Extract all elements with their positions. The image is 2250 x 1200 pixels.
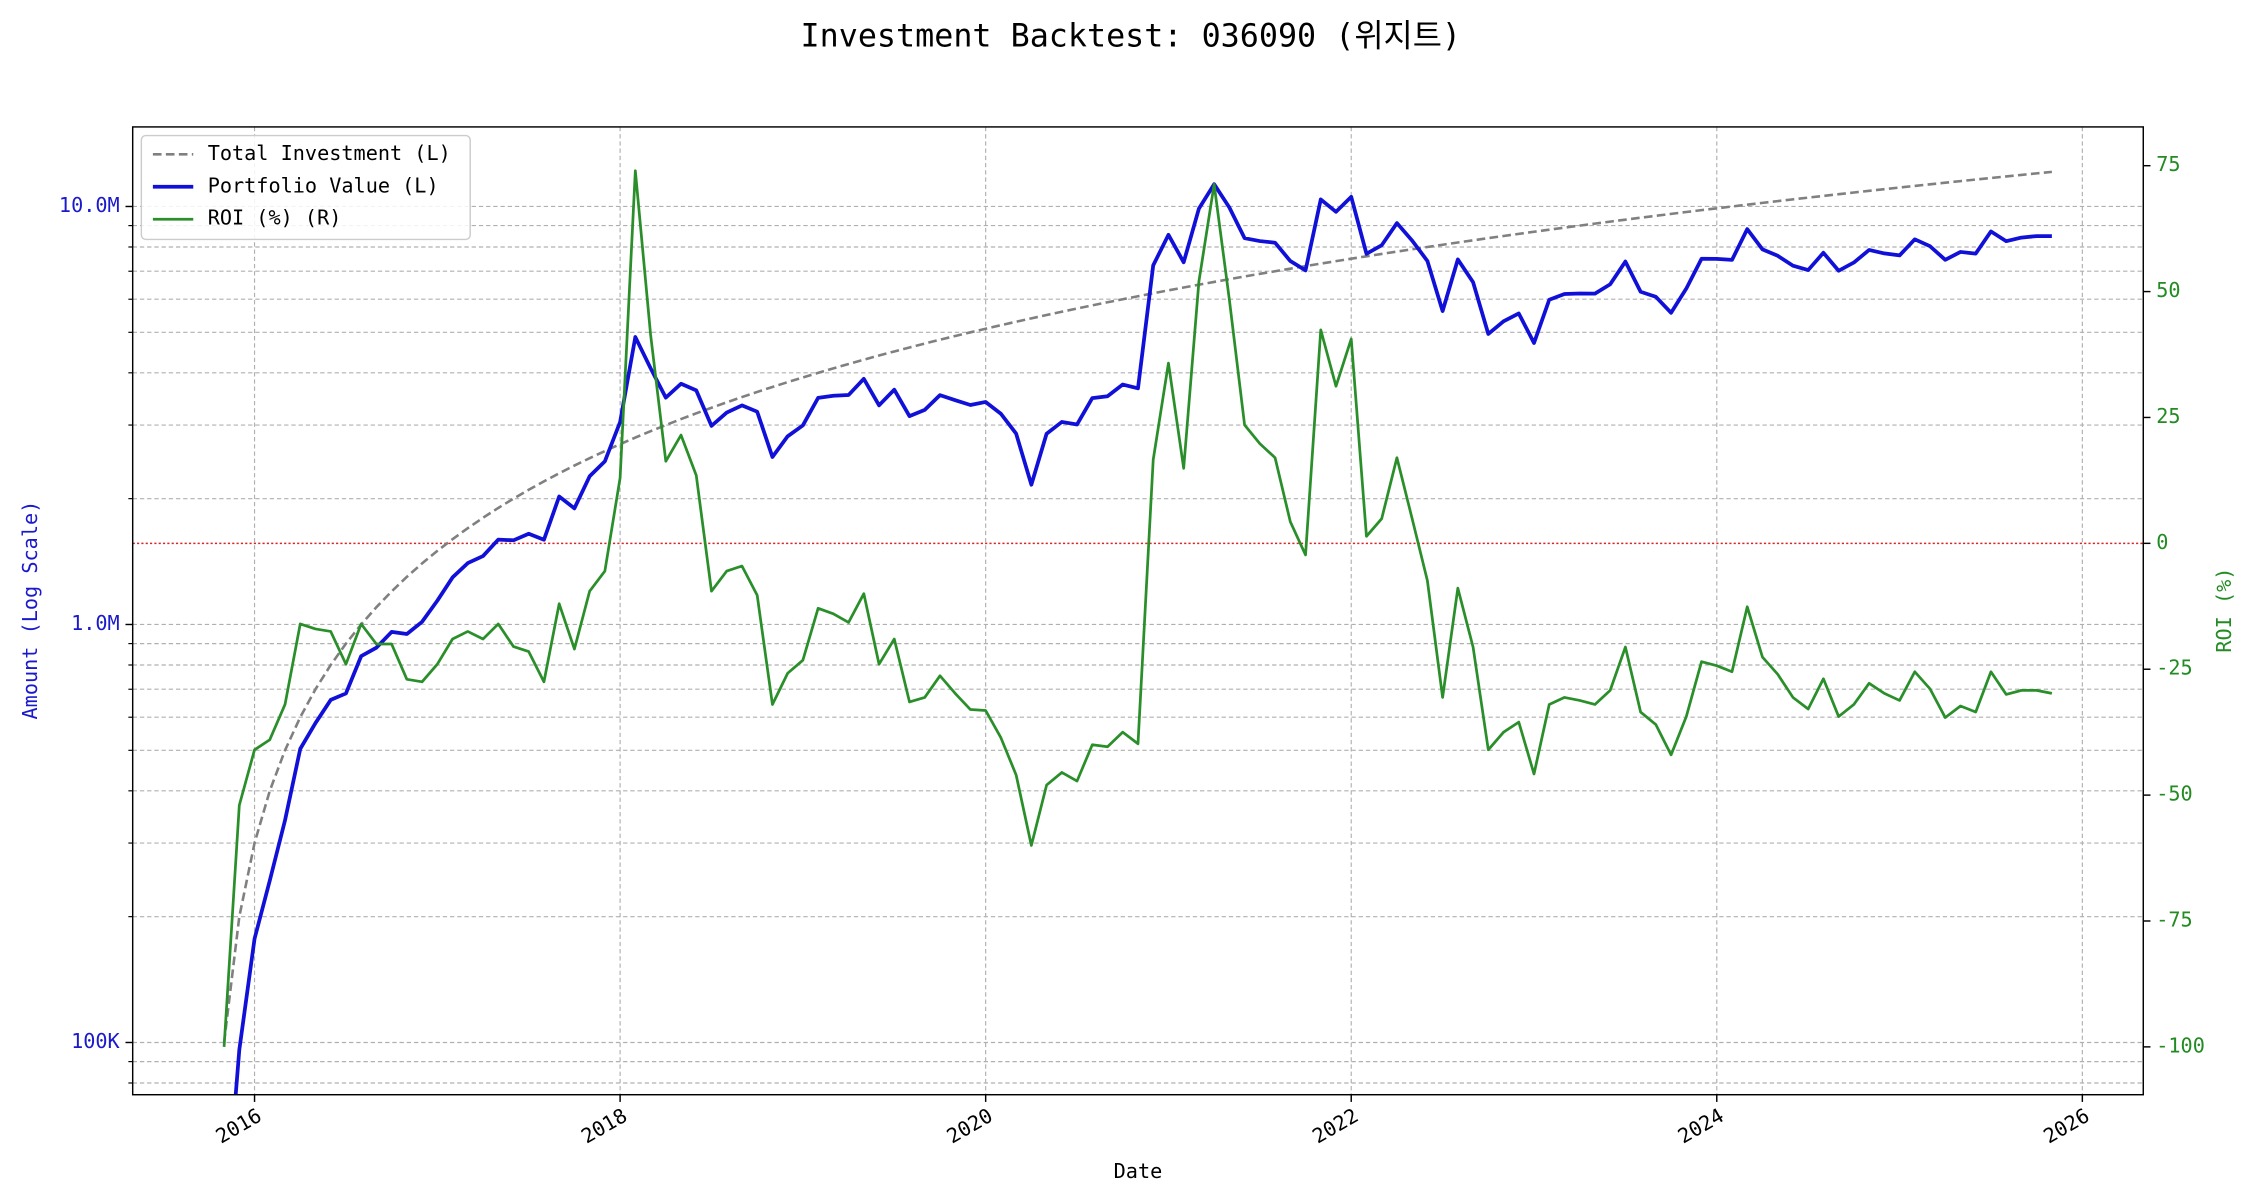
series-line [233, 182, 2052, 1095]
legend-label: ROI (%) (R) [208, 206, 342, 230]
plot-area [222, 169, 2053, 1095]
legend-label: Total Investment (L) [208, 141, 451, 165]
y-tick-label: 100K [71, 1029, 120, 1053]
y2-tick-label: -25 [2156, 656, 2192, 680]
y-axis-label: Amount (Log Scale) [18, 501, 42, 720]
y2-tick-label: -75 [2156, 907, 2192, 931]
x-tick-label: 2022 [1308, 1103, 1362, 1148]
y2-tick-label: 25 [2156, 404, 2180, 428]
y2-tick-label: 50 [2156, 278, 2180, 302]
x-tick-label: 2024 [1674, 1103, 1728, 1148]
y2-tick-label: 0 [2156, 530, 2168, 554]
x-tick-label: 2020 [943, 1103, 997, 1148]
x-tick-label: 2016 [211, 1103, 265, 1148]
y-tick-label: 10.0M [59, 193, 120, 217]
series-line [222, 170, 2053, 1043]
legend-label: Portfolio Value (L) [208, 173, 439, 197]
x-axis-label: Date [1114, 1159, 1163, 1183]
x-tick-label: 2026 [2039, 1103, 2093, 1148]
legend-box [140, 134, 471, 241]
y2-tick-label: -100 [2156, 1033, 2205, 1057]
y-tick-label: 1.0M [71, 611, 120, 635]
y2-tick-label: 75 [2156, 152, 2180, 176]
chart-title: Investment Backtest: 036090 (위지트) [801, 19, 1461, 55]
y2-tick-label: -50 [2156, 782, 2192, 806]
x-tick-label: 2018 [577, 1103, 631, 1148]
y2-axis-label: ROI (%) [2212, 568, 2236, 653]
grid [132, 126, 2144, 1095]
series-line [222, 169, 2053, 1047]
plot-frame [131, 126, 2144, 1096]
